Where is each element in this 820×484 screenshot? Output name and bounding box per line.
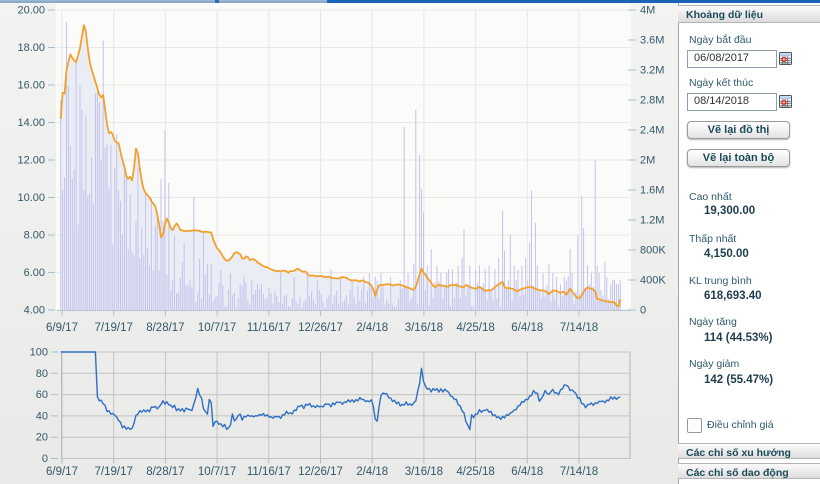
svg-text:4/25/18: 4/25/18 xyxy=(456,322,494,334)
svg-text:3.2M: 3.2M xyxy=(640,65,664,77)
svg-text:6/4/18: 6/4/18 xyxy=(511,322,543,334)
svg-text:6.00: 6.00 xyxy=(24,267,45,279)
svg-text:0: 0 xyxy=(42,453,48,465)
svg-text:2M: 2M xyxy=(640,155,655,167)
svg-text:0: 0 xyxy=(640,305,646,317)
svg-text:1.2M: 1.2M xyxy=(640,215,664,227)
svg-text:400K: 400K xyxy=(640,275,666,287)
svg-text:7/19/17: 7/19/17 xyxy=(95,466,133,478)
svg-text:7/14/18: 7/14/18 xyxy=(560,466,598,478)
svg-text:18.00: 18.00 xyxy=(17,42,45,54)
svg-text:3/16/18: 3/16/18 xyxy=(405,466,443,478)
svg-text:7/14/18: 7/14/18 xyxy=(560,322,598,334)
svg-text:80: 80 xyxy=(36,368,48,380)
svg-text:10.00: 10.00 xyxy=(17,192,45,204)
svg-text:4/25/18: 4/25/18 xyxy=(456,466,494,478)
svg-text:11/16/17: 11/16/17 xyxy=(247,466,291,478)
svg-text:20.00: 20.00 xyxy=(17,5,45,17)
svg-text:40: 40 xyxy=(36,410,48,422)
svg-text:2.4M: 2.4M xyxy=(640,125,664,137)
svg-text:60: 60 xyxy=(36,389,48,401)
svg-text:3.6M: 3.6M xyxy=(640,35,664,47)
svg-text:2.8M: 2.8M xyxy=(640,95,664,107)
svg-text:12.00: 12.00 xyxy=(17,155,45,167)
svg-text:8/28/17: 8/28/17 xyxy=(146,322,184,334)
svg-text:14.00: 14.00 xyxy=(17,117,45,129)
svg-text:1.6M: 1.6M xyxy=(640,185,664,197)
svg-text:6/9/17: 6/9/17 xyxy=(46,322,78,334)
svg-text:4M: 4M xyxy=(640,5,655,17)
svg-text:6/9/17: 6/9/17 xyxy=(46,466,78,478)
svg-text:10/7/17: 10/7/17 xyxy=(198,466,236,478)
svg-text:2/4/18: 2/4/18 xyxy=(356,322,388,334)
svg-text:2/4/18: 2/4/18 xyxy=(356,466,388,478)
svg-text:12/26/17: 12/26/17 xyxy=(298,322,343,334)
svg-text:100: 100 xyxy=(30,347,48,359)
svg-text:8/28/17: 8/28/17 xyxy=(146,466,184,478)
svg-text:4.00: 4.00 xyxy=(24,305,45,317)
svg-text:8.00: 8.00 xyxy=(24,230,45,242)
svg-text:11/16/17: 11/16/17 xyxy=(247,322,291,334)
svg-text:20: 20 xyxy=(36,432,48,444)
svg-text:12/26/17: 12/26/17 xyxy=(298,466,343,478)
svg-text:7/19/17: 7/19/17 xyxy=(95,322,133,334)
svg-text:3/16/18: 3/16/18 xyxy=(405,322,443,334)
svg-text:6/4/18: 6/4/18 xyxy=(511,466,543,478)
svg-text:800K: 800K xyxy=(640,245,666,257)
svg-text:10/7/17: 10/7/17 xyxy=(198,322,236,334)
svg-text:16.00: 16.00 xyxy=(17,80,45,92)
